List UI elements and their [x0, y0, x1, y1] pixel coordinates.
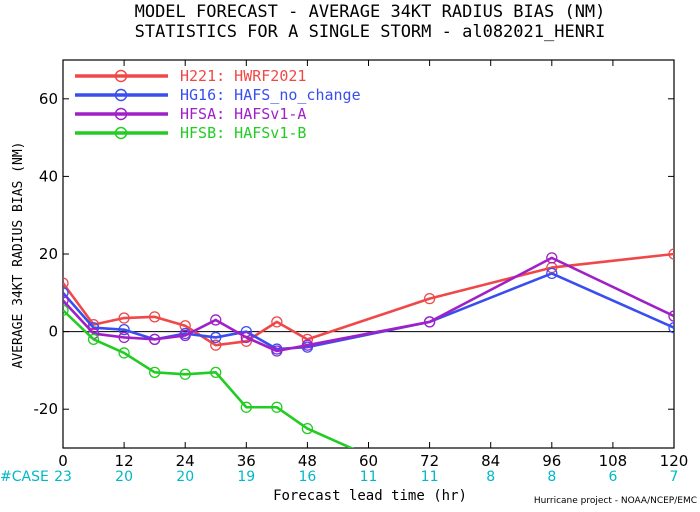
- x-tick-label: 0: [58, 452, 68, 470]
- x-tick-label: 24: [176, 452, 195, 470]
- legend-marker-hfsa: [114, 107, 128, 121]
- case-row-label: #CASE: [0, 469, 49, 485]
- x-tick-label: 60: [359, 452, 378, 470]
- data-point-hfsa: [301, 339, 314, 351]
- data-point-hfsb: [63, 304, 69, 316]
- legend-marker-h221: [114, 69, 128, 83]
- series-line-hfsb: [63, 309, 355, 448]
- data-point-hfsa: [148, 333, 161, 346]
- data-point-hfsb: [148, 366, 161, 378]
- series-line-hfsa: [63, 256, 674, 353]
- footer-credit: Hurricane project - NOAA/NCEP/EMC: [534, 496, 697, 506]
- data-point-hfsb: [271, 401, 283, 413]
- data-point-hfsa: [423, 316, 436, 328]
- case-count: 11: [360, 469, 378, 485]
- data-point-hfsa: [118, 331, 130, 344]
- data-point-hg16: [668, 322, 674, 334]
- data-point-h221: [271, 316, 283, 328]
- case-count: 8: [547, 469, 556, 485]
- data-point-hg16: [546, 267, 558, 280]
- x-tick-label: 120: [660, 452, 689, 470]
- data-point-hfsa: [271, 345, 283, 357]
- data-point-hfsa: [546, 252, 558, 264]
- data-point-hfsb: [210, 366, 222, 378]
- data-point-hfsb: [301, 422, 314, 435]
- data-point-h221: [668, 248, 674, 260]
- case-count: 11: [421, 469, 439, 485]
- x-tick-label: 36: [237, 452, 256, 470]
- data-point-hg16: [210, 331, 222, 344]
- legend-label-hg16: HG16: HAFS_no_change: [180, 86, 361, 104]
- case-count: 20: [176, 469, 194, 485]
- x-tick-label: 96: [542, 452, 561, 470]
- data-point-hg16: [63, 287, 69, 299]
- data-point-h221: [63, 277, 69, 289]
- x-tick-label: 108: [599, 452, 628, 470]
- data-point-h221: [118, 312, 130, 324]
- data-point-hg16: [118, 324, 130, 336]
- x-tick-label: 72: [420, 452, 439, 470]
- data-point-hfsa: [179, 329, 191, 342]
- x-tick-label: 48: [298, 452, 317, 470]
- data-point-hfsb: [240, 401, 252, 413]
- chart-subtitle: STATISTICS FOR A SINGLE STORM - al082021…: [135, 22, 606, 42]
- data-point-hfsa: [240, 331, 252, 344]
- y-tick-label: 20: [39, 245, 58, 263]
- data-point-h221: [423, 292, 436, 305]
- case-count: 6: [608, 469, 617, 485]
- case-count: 8: [486, 469, 495, 485]
- plot-frame: [62, 59, 675, 449]
- legend-marker-hg16: [114, 88, 128, 102]
- case-count: 19: [237, 469, 255, 485]
- data-point-h221: [87, 318, 100, 331]
- legend-label-h221: H221: HWRF2021: [180, 67, 306, 85]
- legend-marker-hfsb: [114, 126, 128, 140]
- x-tick-label: 12: [115, 452, 134, 470]
- y-tick-label: 0: [48, 323, 58, 341]
- data-point-h221: [210, 339, 222, 351]
- data-point-hfsa: [63, 294, 69, 307]
- legend-label-hfsb: HFSB: HAFSv1-B: [180, 124, 306, 142]
- data-point-hfsb: [179, 368, 191, 380]
- chart-title: MODEL FORECAST - AVERAGE 34KT RADIUS BIA…: [135, 2, 606, 22]
- x-axis-label: Forecast lead time (hr): [273, 488, 467, 504]
- y-tick-label: 60: [39, 90, 58, 108]
- y-axis-label: AVERAGE 34KT RADIUS BIAS (NM): [11, 142, 26, 369]
- data-point-hfsa: [668, 310, 674, 322]
- data-point-hfsa: [210, 314, 222, 326]
- case-count: 20: [115, 469, 133, 485]
- y-tick-label: 40: [39, 167, 58, 185]
- case-count: 16: [298, 469, 316, 485]
- case-count: 23: [54, 469, 72, 485]
- series-layer: [63, 248, 674, 448]
- data-point-hfsb: [118, 347, 130, 359]
- y-tick-label: -20: [34, 400, 59, 418]
- data-point-h221: [148, 311, 161, 323]
- case-count: 7: [670, 469, 679, 485]
- x-tick-label: 84: [481, 452, 500, 470]
- legend-label-hfsa: HFSA: HAFSv1-A: [180, 105, 306, 123]
- data-point-hfsb: [87, 333, 100, 346]
